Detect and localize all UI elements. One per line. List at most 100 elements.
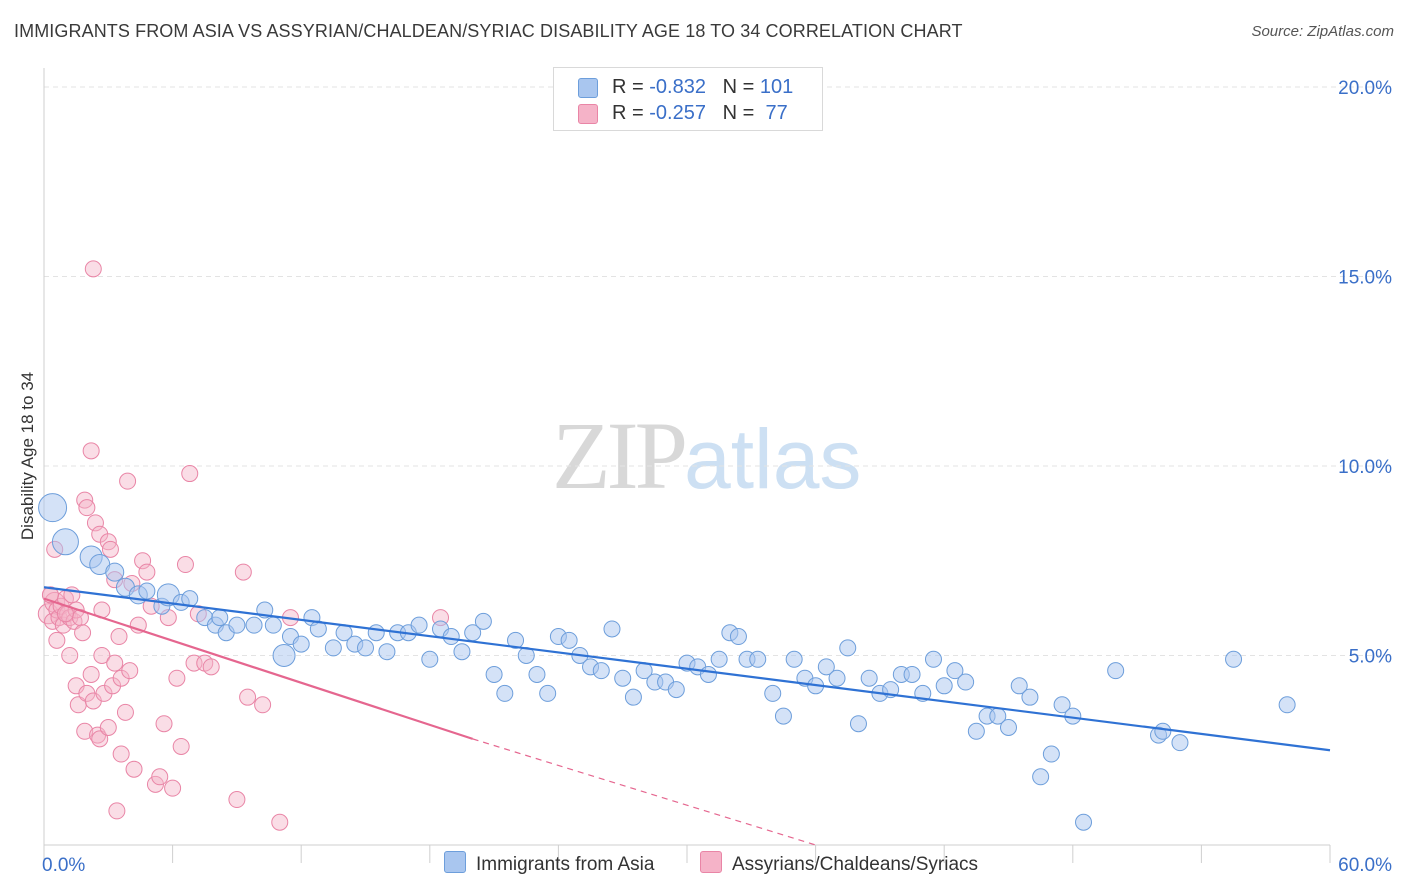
asia-point	[485, 665, 503, 683]
asia-point	[228, 616, 246, 634]
assyrian-point	[119, 472, 137, 490]
assyrian-point	[78, 499, 96, 517]
asia-point	[324, 639, 342, 657]
asia-point	[624, 688, 642, 706]
assyrian-point	[116, 703, 134, 721]
legend-stats-assyrian: R = -0.257 N = 77	[612, 102, 788, 125]
y-axis-label: Disability Age 18 to 34	[18, 372, 37, 540]
asia-point	[828, 669, 846, 687]
assyrian-point	[151, 768, 169, 786]
asia-point	[1053, 696, 1071, 714]
asia-trend-line	[43, 586, 1331, 752]
legend-row-asia: R = -0.832 N = 101	[554, 75, 822, 101]
assyrian-point	[82, 442, 100, 460]
assyrian-point	[112, 745, 130, 763]
assyrian-point	[202, 658, 220, 676]
assyrian-point	[61, 646, 79, 664]
assyrian-point	[91, 730, 109, 748]
assyrian-point	[48, 631, 66, 649]
legend-r-label: R =	[612, 102, 650, 124]
bottom-legend-swatch-assyrian	[700, 851, 722, 873]
y-tick-label: 15.0%	[1338, 267, 1392, 288]
asia-point	[1171, 734, 1189, 752]
legend-n-value: 101	[759, 76, 794, 98]
assyrian-point	[99, 719, 117, 737]
asia-point	[935, 677, 953, 695]
asia-point	[528, 665, 546, 683]
bottom-legend-swatch-asia	[444, 851, 466, 873]
legend-r-label: R =	[612, 76, 650, 98]
legend-stats-asia: R = -0.832 N = 101	[612, 76, 793, 99]
assyrian-point	[239, 688, 257, 706]
assyrian-point	[228, 791, 246, 809]
assyrian-point	[106, 654, 124, 672]
asia-point	[453, 643, 471, 661]
assyrian-point	[181, 465, 199, 483]
legend-n-label: N =	[722, 76, 760, 98]
assyrian-point	[93, 646, 111, 664]
asia-point	[378, 643, 396, 661]
legend-n-label: N =	[722, 102, 760, 124]
asia-point	[245, 616, 263, 634]
asia-point	[924, 650, 942, 668]
asia-point	[1107, 662, 1125, 680]
asia-point	[410, 616, 428, 634]
asia-point	[272, 643, 296, 667]
asia-point	[774, 707, 792, 725]
asia-point	[849, 715, 867, 733]
assyrian-point	[121, 662, 139, 680]
assyrian-point	[138, 563, 156, 581]
assyrian-point	[254, 696, 272, 714]
asia-point	[38, 493, 68, 523]
asia-point	[1000, 719, 1017, 737]
asia-point	[1021, 688, 1039, 706]
asia-point	[1075, 813, 1093, 831]
assyrian-point	[234, 563, 252, 581]
asia-point	[1032, 768, 1050, 786]
x-tick-label: 60.0%	[1338, 855, 1392, 876]
assyrian-point	[164, 779, 182, 797]
assyrian-trend-line	[43, 597, 474, 740]
source-credit: Source: ZipAtlas.com	[1251, 23, 1394, 40]
legend-r-value: -0.257	[649, 102, 706, 124]
assyrian-trend-line-extension	[472, 738, 816, 846]
assyrian-point	[110, 628, 128, 646]
legend-swatch-assyrian	[578, 104, 598, 124]
legend-r-value: -0.832	[649, 76, 706, 98]
asia-point	[211, 609, 229, 627]
bottom-legend-assyrian: Assyrians/Chaldeans/Syriacs	[700, 851, 978, 876]
asia-point	[699, 665, 717, 683]
asia-point	[946, 662, 964, 680]
assyrian-point	[84, 260, 102, 278]
asia-point	[710, 650, 728, 668]
asia-point	[264, 616, 282, 634]
asia-point	[507, 631, 525, 649]
assyrian-point	[125, 760, 143, 778]
assyrian-point	[155, 715, 173, 733]
assyrian-point	[76, 722, 94, 740]
legend-row-assyrian: R = -0.257 N = 77	[554, 101, 822, 127]
asia-point	[292, 635, 310, 653]
asia-point	[1010, 677, 1028, 695]
asia-point	[903, 665, 921, 683]
assyrian-point	[134, 552, 152, 570]
watermark-zip: ZIP	[552, 402, 688, 509]
asia-point	[474, 612, 492, 630]
asia-point	[957, 673, 975, 691]
asia-point	[860, 669, 878, 687]
assyrian-point	[82, 665, 100, 683]
asia-point	[749, 650, 767, 668]
asia-point	[764, 684, 782, 702]
y-tick-label: 20.0%	[1338, 78, 1392, 99]
asia-point	[729, 628, 747, 646]
legend: R = -0.832 N = 101 R = -0.257 N = 77	[553, 67, 823, 131]
bottom-legend-label-assyrian: Assyrians/Chaldeans/Syriacs	[732, 854, 979, 875]
watermark-atlas: atlas	[684, 412, 862, 506]
watermark: ZIPatlas	[552, 400, 861, 511]
asia-point	[421, 650, 439, 668]
asia-point	[667, 681, 685, 699]
asia-point	[614, 669, 632, 687]
legend-n-value: 77	[759, 102, 788, 124]
asia-point	[1278, 696, 1296, 714]
